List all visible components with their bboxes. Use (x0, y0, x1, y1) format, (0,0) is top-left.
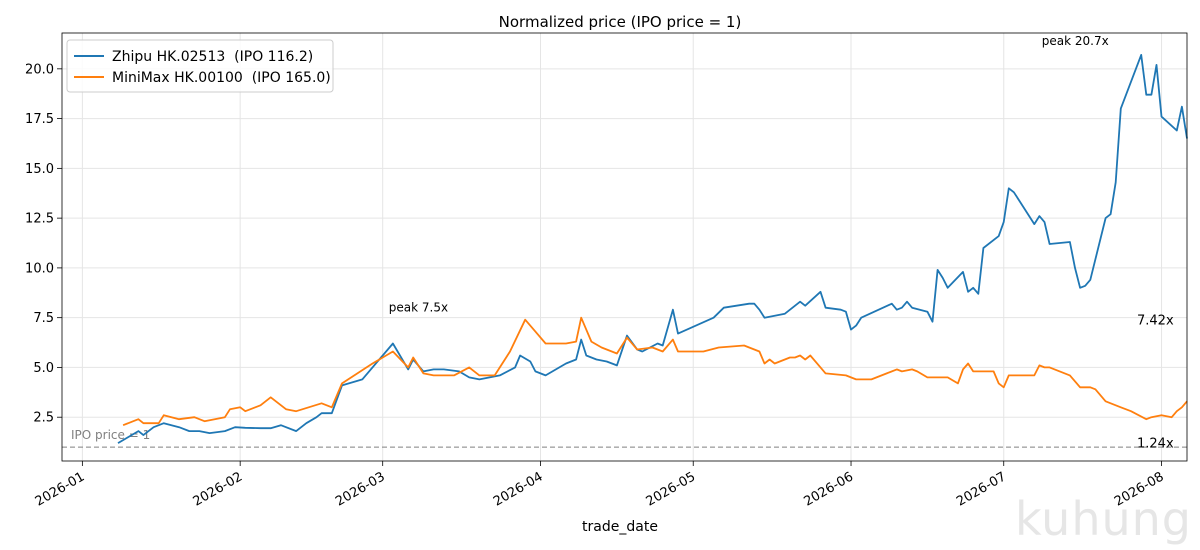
y-tick-label: 7.5 (33, 311, 54, 326)
legend: Zhipu HK.02513 (IPO 116.2) MiniMax HK.00… (66, 39, 334, 93)
series-lines (117, 54, 1188, 444)
y-tick-label: 5.0 (33, 361, 54, 376)
x-tick-label: 2026-02 (191, 469, 246, 509)
annotation-label: 7.42x (1137, 313, 1174, 328)
plot-frame (61, 32, 1188, 462)
annotations: peak 7.5x peak 20.7x 7.42x 1.24x (389, 34, 1174, 451)
series-line-minimax (122, 316, 1188, 427)
x-axis-ticks: 2026-01 2026-02 2026-03 2026-04 2026-05 2026-… (33, 461, 1167, 510)
series-line-zhipu (117, 54, 1188, 444)
watermark-text: kuhung (1014, 492, 1192, 546)
legend-label-minimax: MiniMax HK.00100 (IPO 165.0) (112, 70, 331, 86)
x-tick-label: 2026-06 (801, 469, 856, 509)
y-tick-label: 17.5 (25, 112, 54, 127)
x-tick-label: 2026-01 (33, 469, 88, 509)
ipo-reference-label: IPO price = 1 (71, 428, 150, 442)
y-tick-label: 10.0 (25, 261, 54, 276)
reference-line-group: IPO price = 1 (62, 428, 1187, 448)
chart-title: Normalized price (IPO price = 1) (499, 13, 742, 31)
y-tick-label: 12.5 (25, 212, 54, 227)
annotation-label: peak 7.5x (389, 301, 448, 315)
x-tick-label: 2026-07 (954, 469, 1009, 509)
grid (62, 33, 1187, 461)
annotation-label: peak 20.7x (1042, 34, 1109, 48)
annotation-label: 1.24x (1137, 436, 1174, 451)
x-axis-label: trade_date (582, 519, 658, 535)
x-tick-label: 2026-05 (644, 469, 699, 509)
y-tick-label: 20.0 (25, 62, 54, 77)
x-tick-label: 2026-03 (333, 469, 388, 509)
y-tick-label: 15.0 (25, 162, 54, 177)
legend-label-zhipu: Zhipu HK.02513 (IPO 116.2) (112, 49, 313, 65)
y-tick-label: 2.5 (33, 411, 54, 426)
legend-box (66, 39, 334, 93)
x-tick-label: 2026-04 (491, 469, 546, 509)
y-axis-ticks: 2.5 5.0 7.5 10.0 12.5 15.0 17.5 20.0 (25, 62, 62, 426)
